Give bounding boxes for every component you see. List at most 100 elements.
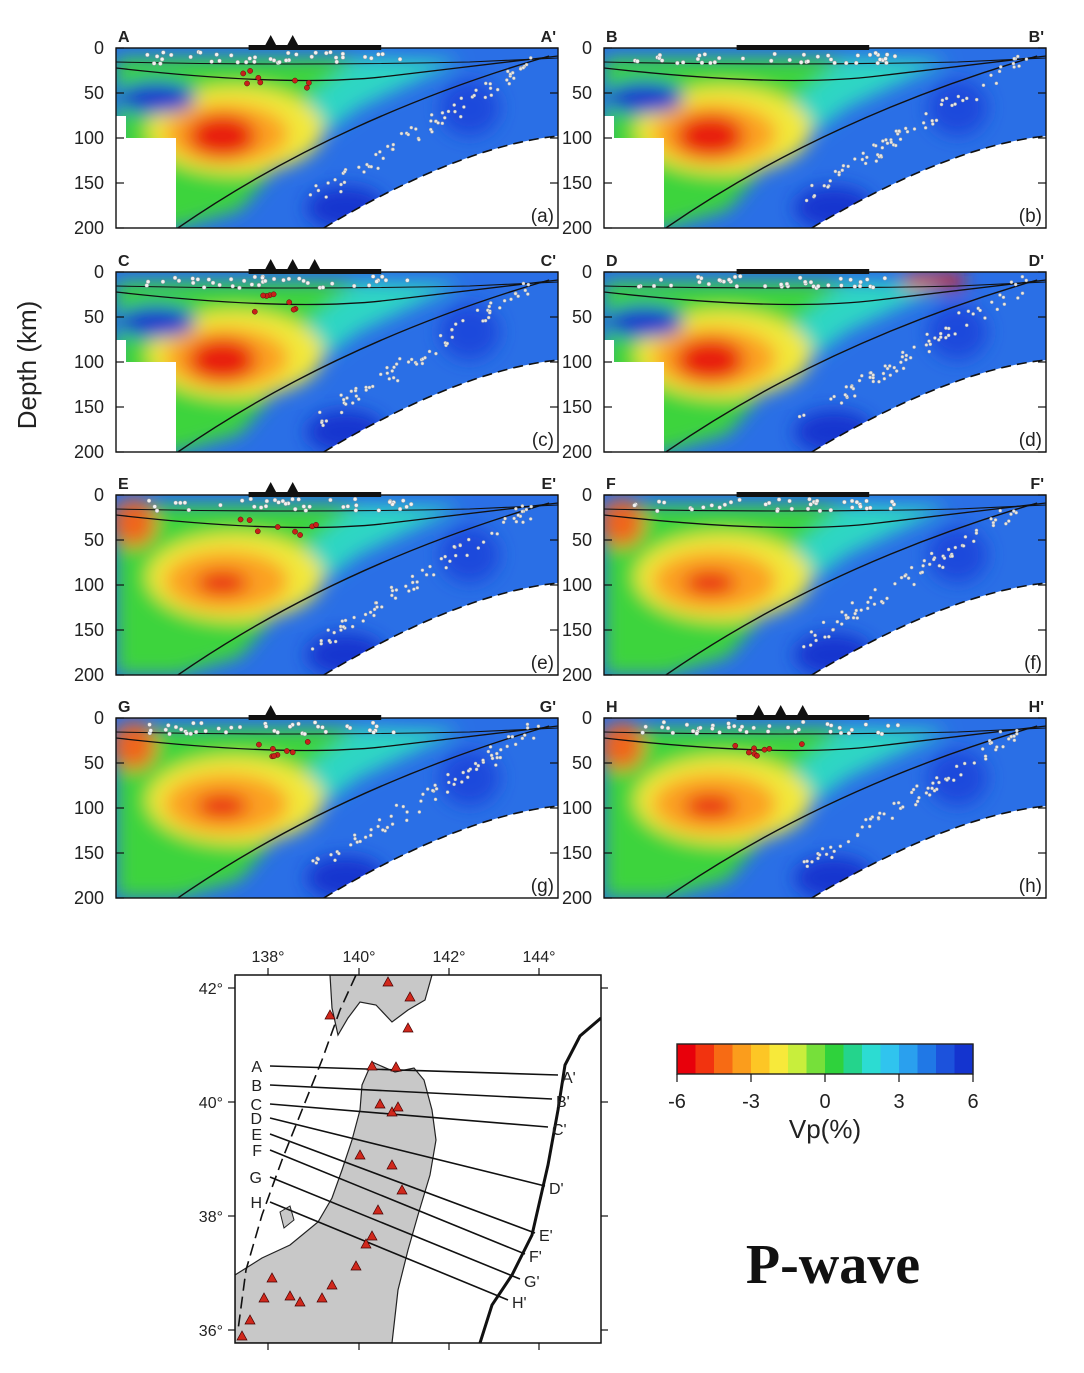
slab-top-line xyxy=(665,725,1038,898)
unresolved-area xyxy=(604,116,664,228)
colorbar-swatch xyxy=(769,1044,789,1074)
conrad-line xyxy=(116,281,558,289)
unresolved-area xyxy=(116,340,176,452)
profile-lines xyxy=(269,1065,559,1301)
slab-bottom-line xyxy=(323,582,558,675)
earthquake-hypocenters xyxy=(636,274,1029,419)
section-panel-g: G G' (g) 0 50 100 150 200 xyxy=(74,699,559,908)
depth-tick-label: 0 xyxy=(94,38,104,58)
section-start-label: C xyxy=(118,253,130,270)
section-end-label: B' xyxy=(1029,29,1044,46)
moho-line xyxy=(604,55,1046,82)
depth-tick-label: 50 xyxy=(572,83,592,103)
profile-line xyxy=(269,1117,546,1187)
slab-top-line xyxy=(665,502,1038,675)
moho-line xyxy=(116,279,558,306)
conrad-line xyxy=(604,504,1046,512)
volcano-icon xyxy=(294,1296,306,1307)
depth-tick-label: 50 xyxy=(84,83,104,103)
unresolved-area xyxy=(604,340,664,452)
section-end-label: F' xyxy=(1030,476,1044,493)
land-extent-bar xyxy=(248,45,382,50)
depth-tick-label: 50 xyxy=(84,753,104,773)
colorbar-swatch xyxy=(954,1044,974,1074)
depth-tick-label: 50 xyxy=(84,307,104,327)
depth-tick-label: 150 xyxy=(74,173,104,193)
depth-tick-label: 150 xyxy=(74,397,104,417)
depth-tick-label: 50 xyxy=(572,530,592,550)
profile-end-label: H' xyxy=(512,1295,527,1312)
colorbar-swatch xyxy=(677,1044,697,1074)
depth-tick-label: 150 xyxy=(562,843,592,863)
depth-tick-label: 100 xyxy=(562,352,592,372)
volcano-icon xyxy=(366,1230,378,1241)
earthquake-hypocenters xyxy=(147,720,541,865)
section-panel-f: F F' (f) 0 50 100 150 200 xyxy=(562,476,1047,685)
section-end-label: A' xyxy=(541,29,556,46)
depth-tick-label: 150 xyxy=(562,397,592,417)
depth-tick-label: 200 xyxy=(562,888,592,908)
volcano-icon xyxy=(366,1060,378,1071)
colorbar-swatch xyxy=(899,1044,919,1074)
section-start-label: E xyxy=(118,476,129,493)
profile-start-label: A xyxy=(251,1059,262,1076)
volcano-icon xyxy=(360,1238,372,1249)
profile-start-label: F xyxy=(252,1143,262,1160)
colorbar-swatch xyxy=(806,1044,826,1074)
volcano-icon xyxy=(284,1290,296,1301)
depth-tick-label: 100 xyxy=(562,575,592,595)
depth-tick-label: 100 xyxy=(74,798,104,818)
volcano-icon xyxy=(263,259,278,272)
conrad-line xyxy=(604,727,1046,735)
section-end-label: D' xyxy=(1029,253,1044,270)
colorbar-swatch xyxy=(843,1044,863,1074)
colorbar-label: Vp(%) xyxy=(789,1114,861,1144)
depth-tick-label: 0 xyxy=(582,485,592,505)
moho-line xyxy=(604,279,1046,306)
volcano-icon xyxy=(773,705,788,718)
depth-tick-label: 100 xyxy=(74,352,104,372)
figure-title: P-wave xyxy=(746,1234,920,1296)
volcano-icon xyxy=(263,482,278,495)
earthquake-hypocenters xyxy=(146,496,533,651)
volcano-icon xyxy=(390,1061,402,1072)
slab-bottom-line xyxy=(323,359,558,452)
colorbar-tick-label: 6 xyxy=(967,1091,978,1113)
volcano-icon xyxy=(236,1330,248,1341)
panel-letter: (b) xyxy=(1019,206,1042,227)
volcano-icon xyxy=(316,1292,328,1303)
slab-bottom-line xyxy=(811,359,1046,452)
latitude-label: 38° xyxy=(199,1209,223,1226)
map-frame xyxy=(234,974,602,1344)
depth-tick-label: 200 xyxy=(562,665,592,685)
unresolved-area xyxy=(116,116,176,228)
moho-line xyxy=(604,502,1046,529)
latitude-label: 36° xyxy=(199,1323,223,1340)
earthquake-hypocenters xyxy=(632,497,1018,649)
map-profile-labels: A A' B B' C C' D D' E E' F F' G G' H H' xyxy=(250,1059,576,1312)
panel-letter: (e) xyxy=(531,653,554,674)
land-extent-bar xyxy=(736,269,870,274)
colorbar-swatch xyxy=(936,1044,956,1074)
depth-tick-label: 50 xyxy=(84,530,104,550)
panel-letter: (h) xyxy=(1019,876,1042,897)
hokkaido-land xyxy=(329,975,433,1037)
colorbar-swatch xyxy=(862,1044,882,1074)
volcano-icon xyxy=(374,1098,386,1109)
map-ticks: 138° 140° 142° 144° 42° 40° 38° 36° xyxy=(199,949,608,1350)
depth-tick-label: 200 xyxy=(562,442,592,462)
profile-end-label: C' xyxy=(552,1122,567,1139)
section-end-label: G' xyxy=(540,699,556,716)
colorbar-swatch xyxy=(880,1044,900,1074)
volcano-icon xyxy=(795,705,810,718)
profile-end-label: F' xyxy=(529,1249,542,1266)
profile-line xyxy=(269,1149,526,1255)
depth-tick-label: 150 xyxy=(562,620,592,640)
conrad-line xyxy=(116,504,558,512)
colorbar: -6 -3 0 3 6 Vp(%) xyxy=(668,1043,979,1144)
section-panel-d: D D' (d) 0 50 100 150 200 xyxy=(562,253,1047,462)
depth-tick-label: 0 xyxy=(582,708,592,728)
profile-line xyxy=(269,1176,521,1280)
slab-top-line xyxy=(177,279,550,452)
section-end-label: C' xyxy=(541,253,556,270)
